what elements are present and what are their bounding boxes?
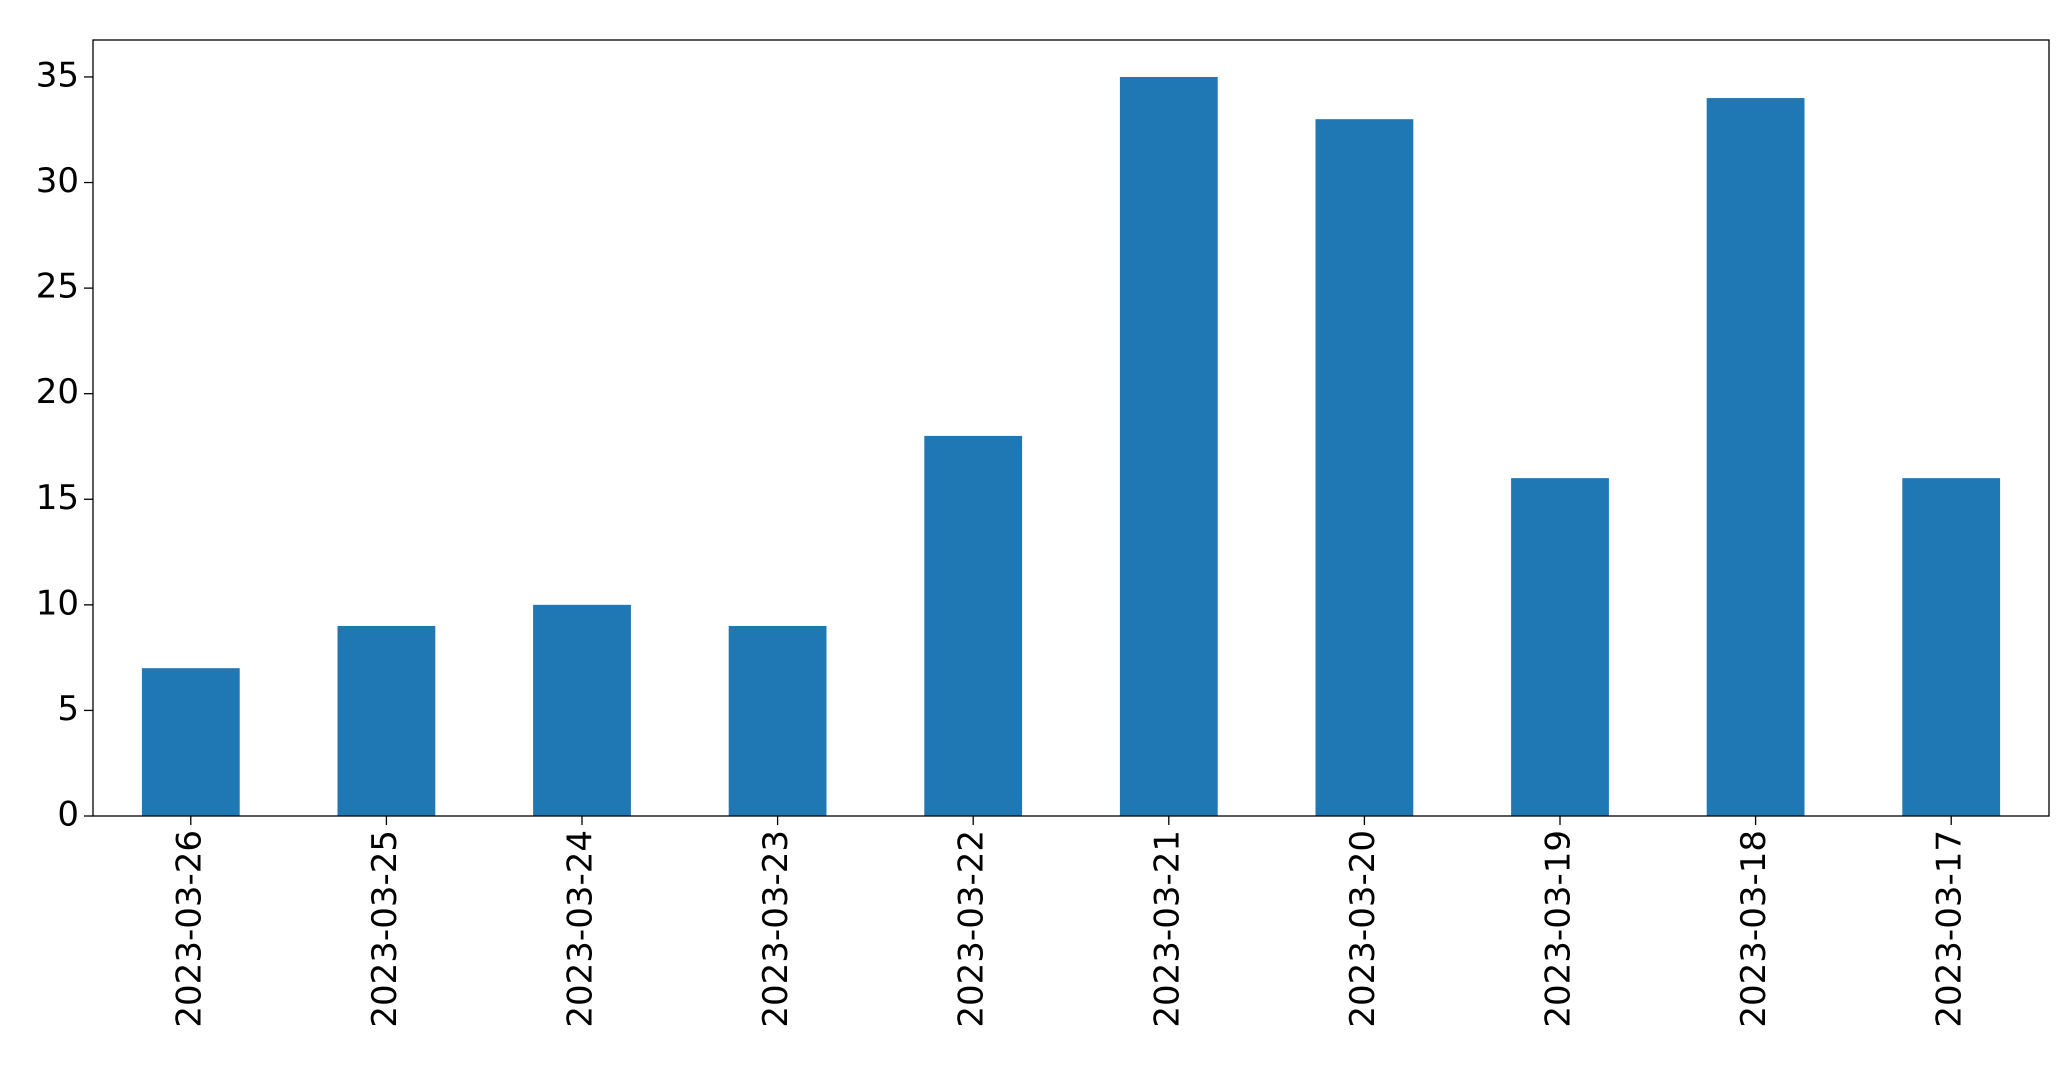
- x-tick-label: 2023-03-22: [952, 830, 992, 1028]
- x-tick-label: 2023-03-19: [1539, 830, 1579, 1028]
- y-tick-label: 30: [36, 161, 79, 201]
- x-tick-label: 2023-03-25: [365, 830, 405, 1028]
- bar: [337, 625, 436, 816]
- y-tick-label: 20: [36, 372, 79, 412]
- x-tick-label: 2023-03-18: [1734, 830, 1774, 1028]
- bar: [141, 668, 240, 816]
- bar: [728, 625, 827, 816]
- x-tick-label: 2023-03-17: [1930, 830, 1970, 1028]
- plot-frame: [92, 39, 2050, 817]
- y-tick-label: 25: [36, 267, 79, 307]
- y-tick-label: 0: [57, 795, 79, 835]
- x-tick-label: 2023-03-23: [756, 830, 796, 1028]
- bar: [1902, 478, 2001, 816]
- bar: [1511, 478, 1609, 816]
- x-tick-label: 2023-03-24: [561, 830, 601, 1028]
- bar: [924, 435, 1023, 816]
- y-tick-label: 35: [36, 55, 79, 95]
- bar: [1706, 98, 1805, 817]
- bar: [1315, 119, 1414, 817]
- bar: [533, 604, 631, 816]
- y-tick-label: 5: [57, 689, 79, 729]
- bar: [1119, 76, 1218, 816]
- x-tick-label: 2023-03-21: [1147, 830, 1187, 1028]
- x-tick-label: 2023-03-26: [169, 830, 209, 1028]
- y-tick-label: 10: [36, 583, 79, 623]
- x-tick-label: 2023-03-20: [1343, 830, 1383, 1028]
- y-tick-label: 15: [36, 478, 79, 518]
